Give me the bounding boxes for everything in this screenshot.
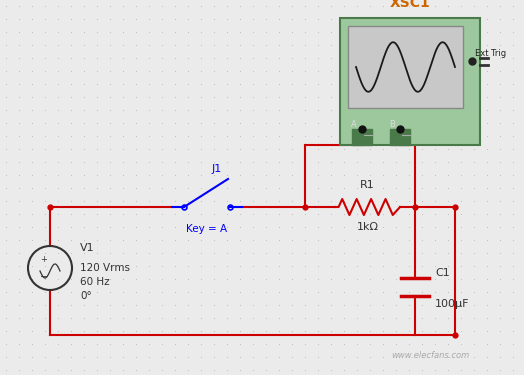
Bar [348,26,463,108]
Text: 0°: 0° [80,291,92,301]
Text: www.elecfans.com: www.elecfans.com [391,351,469,360]
Bar [390,129,410,145]
Text: Key = A: Key = A [187,224,227,234]
Text: V1: V1 [80,243,95,253]
Text: 1kΩ: 1kΩ [356,222,378,232]
Text: 100μF: 100μF [435,299,470,309]
FancyBboxPatch shape [340,18,480,145]
Text: 60 Hz: 60 Hz [80,277,110,287]
Text: C1: C1 [435,268,450,278]
Text: J1: J1 [212,164,222,174]
Text: −: − [40,272,48,282]
Text: R1: R1 [360,180,375,190]
Text: A: A [351,120,357,129]
Text: Ext Trig: Ext Trig [475,48,506,57]
Bar [352,129,372,145]
Text: XSC1: XSC1 [390,0,430,10]
Text: B: B [389,120,395,129]
Text: +: + [40,255,48,264]
Text: 120 Vrms: 120 Vrms [80,263,130,273]
